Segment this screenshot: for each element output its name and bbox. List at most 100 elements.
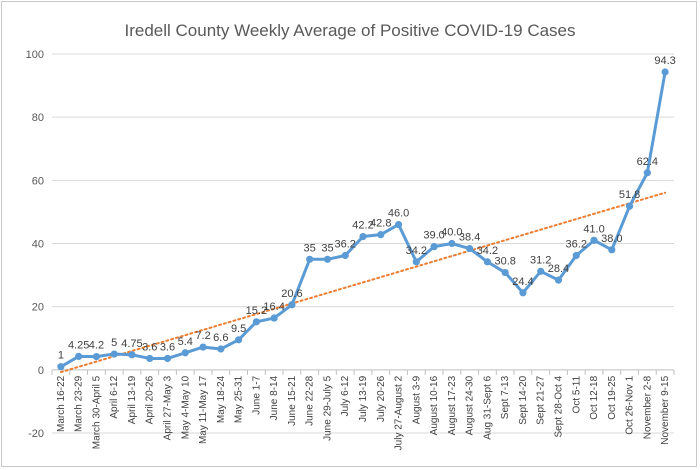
data-label: 4.75 [121,338,142,350]
x-tick-label: June 1-7 [251,375,262,414]
x-axis-ticks: March 16-22 March 23-29 March 30-April 5 Ap… [51,369,675,450]
x-tick-label: March 30-April 5 [91,375,102,449]
x-tick-label: Sept 21-27 [536,375,547,424]
x-tick-label: Sept 14-20 [518,375,529,424]
x-tick-label: May 18-24 [216,375,227,423]
x-tick-label: July 20-26 [376,375,387,422]
data-point [466,244,474,253]
data-label: 31.2 [530,254,551,266]
gridlines [52,53,674,434]
x-tick-label: July 6-12 [340,375,351,416]
x-tick-label: April 20-26 [145,375,156,424]
data-label: 6.6 [213,332,228,344]
y-tick-label: -20 [28,428,44,440]
y-tick-label: 60 [32,175,44,187]
data-label: 41.0 [583,223,604,235]
data-point [235,336,243,344]
y-axis-ticks: -20 0 20 40 60 80 100 [26,49,44,440]
data-label: 62.4 [637,156,658,168]
data-point [537,267,545,275]
data-labels: 14.25 4.2 5 4.75 3.6 3.6 5.4 7.2 6.69.515.216.42… [58,55,676,362]
x-tick-label: May 4-May 10 [180,375,191,439]
data-point [608,246,616,254]
data-label: 4.25 [68,339,89,351]
x-tick-label: August 17-23 [447,375,458,435]
data-label: 38.0 [601,233,622,245]
data-label: 5.4 [178,336,193,348]
data-label: 42.2 [352,220,373,232]
y-tick-label: 100 [26,49,44,61]
y-tick-label: 80 [32,112,44,124]
data-label: 5 [111,337,117,349]
data-label: 34.2 [477,245,498,257]
y-tick-label: 20 [32,302,44,314]
data-label: 30.8 [494,256,515,268]
x-tick-label: April 6-12 [109,375,120,418]
data-point [643,169,651,177]
data-point [341,251,349,260]
x-tick-label: Oct 12-18 [589,375,600,419]
data-point [252,318,260,326]
trendline-layer [59,191,667,374]
x-tick-label: June 22-28 [305,375,316,425]
data-point [146,354,154,363]
data-label: 42.8 [370,218,391,230]
data-point [181,349,189,357]
trendline [59,191,667,374]
data-point [661,68,669,76]
x-tick-label: Aug 31-Sept 6 [482,375,493,439]
y-tick-label: 0 [38,365,44,377]
data-point [483,258,491,266]
data-point [110,350,118,358]
data-point [554,276,563,284]
data-point [306,255,314,263]
data-label: 3.6 [160,341,175,353]
data-label: 36.2 [566,239,587,251]
data-label: 51.8 [619,189,640,201]
data-point [359,232,367,241]
x-tick-label: August 10-16 [429,375,440,435]
data-point [163,354,172,363]
data-label: 15.2 [246,305,267,317]
data-point [75,352,83,361]
data-point [288,301,296,309]
x-tick-label: Oct 19-25 [607,375,618,419]
x-tick-label: April 13-19 [127,375,138,424]
data-point [217,345,225,353]
x-tick-label: March 23-29 [74,375,85,432]
data-label: 1 [58,350,64,362]
data-label: 24.4 [512,276,533,288]
series-layer [57,68,669,371]
x-tick-label: Oct 26-Nov 1 [625,375,636,434]
chart-title: Iredell County Weekly Average of Positiv… [124,21,575,40]
data-label: 3.6 [142,341,157,353]
x-tick-label: June 8-14 [269,375,280,420]
data-label: 35 [321,242,333,254]
data-label: 36.2 [335,239,356,251]
x-tick-label: August 3-9 [411,375,422,424]
data-point [270,314,278,322]
data-label: 34.2 [406,245,427,257]
x-tick-label: May 11-May 17 [198,375,209,444]
data-label: 16.4 [263,301,284,313]
x-tick-label: August 24-30 [465,375,476,435]
x-tick-label: April 27-May 3 [163,375,174,440]
data-label: 7.2 [195,330,210,342]
data-point [57,363,65,371]
data-point [377,231,385,239]
data-point [519,289,527,297]
data-point [625,202,634,210]
data-label: 4.2 [89,340,104,352]
data-point [92,352,101,361]
data-label: 40.0 [441,227,462,239]
x-tick-label: November 2-8 [642,375,653,439]
data-label: 46.0 [388,208,409,220]
x-tick-label: July 27-August 2 [394,375,405,450]
data-point [501,268,509,277]
data-label: 28.4 [548,263,569,275]
x-tick-label: Oct 5-11 [571,375,582,413]
data-point [394,220,403,229]
x-tick-label: June 29-July 5 [322,375,333,440]
